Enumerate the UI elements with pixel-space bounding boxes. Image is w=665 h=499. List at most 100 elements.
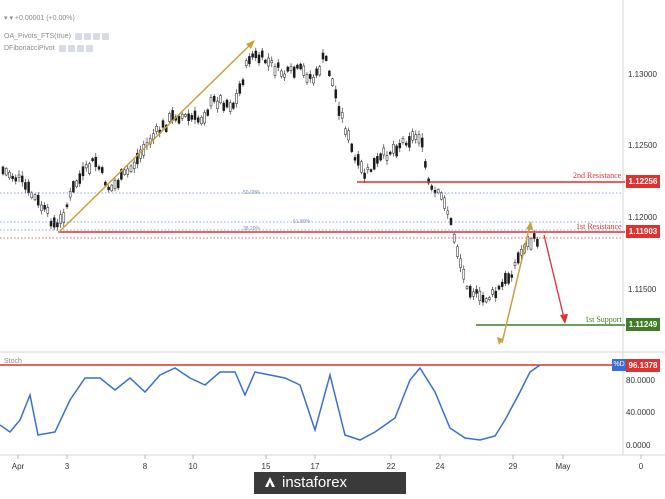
candle-body: [401, 138, 405, 143]
candle-body: [193, 110, 197, 120]
candle-body: [225, 99, 229, 108]
candle-body: [132, 161, 136, 169]
uptrend-arrow-2[interactable]: [501, 224, 531, 344]
price-axis-label: 1.13000: [628, 70, 657, 79]
close-icon[interactable]: [76, 44, 84, 52]
candle-body: [123, 169, 126, 175]
candle-body: [324, 55, 328, 61]
candle-body: [491, 289, 494, 295]
candle-body: [337, 106, 341, 116]
candle-body: [56, 222, 59, 228]
candle-body: [1, 166, 5, 175]
candlestick-series: [1, 47, 539, 306]
indicator-legend-2[interactable]: DFibonacciPivot: [4, 44, 93, 53]
fib-label-618: 61.80%: [293, 219, 310, 225]
candle-body: [280, 70, 283, 77]
watermark-text: instaforex: [282, 474, 348, 491]
candle-body: [94, 156, 98, 167]
candle-body: [475, 289, 478, 294]
candle-body: [78, 173, 82, 184]
candle-body: [107, 186, 110, 191]
candle-body: [340, 112, 344, 119]
downtrend-arrow-head-alt: [497, 337, 503, 345]
candle-body: [209, 97, 213, 107]
candle-body: [379, 153, 382, 161]
candle-body: [408, 136, 411, 148]
candle-body: [430, 185, 434, 190]
candle-body: [372, 158, 376, 170]
candle-body: [424, 161, 427, 168]
candle-body: [500, 281, 504, 287]
more-icon[interactable]: [101, 32, 109, 40]
candle-body: [97, 166, 101, 170]
settings-icon[interactable]: [67, 44, 75, 52]
eye-icon[interactable]: [74, 32, 82, 40]
close-icon[interactable]: [92, 32, 100, 40]
candle-body: [8, 171, 11, 179]
fib-label-382: 38.20%: [243, 226, 260, 232]
candle-body: [129, 165, 133, 172]
candle-body: [436, 189, 440, 194]
candle-body: [190, 115, 194, 120]
support-1-label: 1st Support: [585, 315, 622, 324]
candle-body: [331, 78, 334, 87]
candle-body: [488, 297, 491, 300]
resistance-2-price-tag: 1.12256: [626, 175, 660, 188]
candle-body: [260, 50, 264, 58]
candle-body: [104, 181, 107, 186]
candle-body: [187, 113, 190, 122]
candle-body: [20, 175, 24, 183]
time-axis-label: Apr: [11, 462, 25, 471]
candle-body: [168, 113, 171, 122]
candle-body: [478, 290, 482, 301]
instaforex-logo-icon: [265, 477, 275, 487]
candle-body: [40, 204, 43, 211]
candle-body: [232, 102, 235, 109]
candle-body: [289, 66, 293, 71]
candle-body: [270, 60, 274, 64]
candle-body: [363, 172, 366, 179]
candle-body: [203, 112, 206, 124]
candle-body: [88, 163, 91, 174]
candle-body: [305, 74, 309, 83]
candle-body: [251, 53, 254, 58]
uptrend-arrow-1[interactable]: [57, 42, 253, 234]
time-axis-label: 0: [638, 462, 644, 471]
candle-body: [395, 145, 398, 157]
candle-body: [504, 272, 507, 284]
uptrend-arrow-1-head: [246, 40, 255, 49]
eye-icon[interactable]: [58, 44, 66, 52]
candle-body: [308, 74, 312, 79]
candle-body: [388, 151, 392, 155]
time-axis-label: 29: [508, 462, 518, 471]
candle-body: [452, 233, 456, 243]
candle-body: [417, 134, 421, 144]
settings-icon[interactable]: [83, 32, 91, 40]
candle-body: [219, 95, 222, 104]
candle-body: [11, 175, 14, 180]
time-axis-label: 24: [435, 462, 445, 471]
candle-body: [440, 192, 443, 200]
candle-body: [510, 274, 514, 278]
candle-body: [36, 194, 40, 206]
candle-body: [161, 120, 165, 128]
candle-body: [494, 290, 498, 299]
candle-body: [507, 273, 510, 284]
candle-body: [443, 197, 446, 209]
indicator-2-name: DFibonacciPivot: [4, 45, 55, 52]
candle-body: [356, 154, 360, 166]
downtrend-arrow[interactable]: [543, 234, 565, 319]
candle-body: [427, 178, 430, 184]
time-axis-ticks: [17, 455, 642, 459]
candle-body: [24, 182, 27, 190]
candle-body: [235, 93, 238, 104]
symbol-legend[interactable]: ▾ ▾ +0.00001 (+0.00%): [4, 14, 75, 23]
candle-body: [30, 192, 34, 198]
candle-body: [59, 214, 62, 224]
more-icon[interactable]: [85, 44, 93, 52]
indicator-legend-1[interactable]: OA_Pivots_FTS(true): [4, 32, 109, 41]
oscillator-title[interactable]: Stoch: [4, 358, 22, 365]
candle-body: [100, 167, 104, 173]
